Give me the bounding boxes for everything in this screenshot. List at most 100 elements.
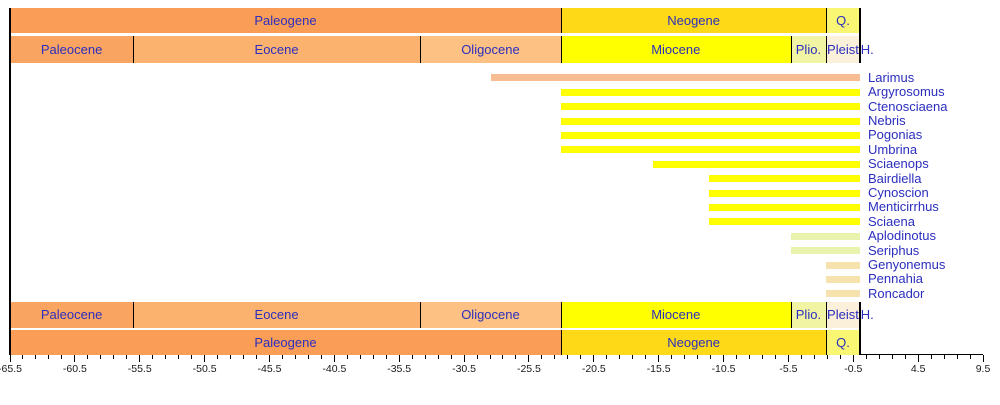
- taxon-range-bar-pogonias: [560, 131, 860, 140]
- axis-minor-tick: [619, 355, 621, 359]
- axis-tick-label: -50.5: [192, 363, 217, 375]
- axis-major-tick: [658, 355, 660, 362]
- axis-minor-tick: [346, 355, 348, 359]
- epoch-top-label-pleist[interactable]: Pleist: [827, 42, 859, 57]
- axis-major-tick: [9, 355, 11, 362]
- taxon-label-larimus[interactable]: Larimus: [868, 69, 915, 85]
- period-top-label-q[interactable]: Q.: [836, 13, 850, 28]
- axis-tick-label: -25.5: [516, 363, 541, 375]
- period-bottom-label-q[interactable]: Q.: [836, 335, 850, 350]
- taxon-range-bar-cynoscion: [708, 189, 860, 197]
- axis-minor-tick: [645, 355, 647, 359]
- period-top-box-paleogene: [10, 8, 561, 33]
- taxon-range-bar-seriphus: [790, 247, 860, 255]
- epoch-top-label-paleocene[interactable]: Paleocene: [40, 42, 103, 57]
- epoch-bottom-box-miocene: [560, 302, 791, 328]
- axis-minor-tick: [930, 355, 932, 359]
- epoch-bottom-box-eocene: [133, 302, 420, 328]
- axis-minor-tick: [697, 355, 699, 359]
- axis-tick-label: -30.5: [452, 363, 477, 375]
- axis-tick-label: -0.5: [844, 363, 863, 375]
- taxon-label-aplodinotus[interactable]: Aplodinotus: [868, 228, 936, 244]
- axis-minor-tick: [969, 355, 971, 359]
- epoch-bottom-box-pleist: [826, 302, 860, 328]
- epoch-bottom-label-pleist[interactable]: Pleist: [827, 307, 859, 322]
- axis-major-tick: [917, 355, 919, 362]
- taxon-range-bar-larimus: [491, 74, 860, 82]
- axis-minor-tick: [943, 355, 945, 359]
- epoch-top-label-h[interactable]: H.: [860, 42, 874, 57]
- taxon-range-bar-sciaenops: [652, 160, 860, 168]
- axis-minor-tick: [761, 355, 763, 359]
- epoch-top-label-oligocene[interactable]: Oligocene: [461, 42, 520, 57]
- epoch-bottom-label-eocene[interactable]: Eocene: [254, 307, 299, 322]
- axis-minor-tick: [736, 355, 737, 359]
- taxon-label-pennahia[interactable]: Pennahia: [868, 271, 923, 287]
- epoch-bottom-label-oligocene[interactable]: Oligocene: [461, 307, 520, 322]
- taxon-label-nebris[interactable]: Nebris: [868, 112, 906, 128]
- epoch-top-label-eocene[interactable]: Eocene: [254, 42, 299, 57]
- taxon-range-bar-menticirrhus: [708, 203, 860, 212]
- taxon-label-sciaena[interactable]: Sciaena: [868, 213, 915, 229]
- axis-major-tick: [528, 355, 530, 362]
- taxon-label-argyrosomus[interactable]: Argyrosomus: [868, 84, 945, 100]
- axis-minor-tick: [502, 355, 504, 359]
- axis-minor-tick: [800, 355, 802, 359]
- taxon-range-bar-aplodinotus: [790, 232, 860, 240]
- taxon-range-bar-bairdiella: [708, 175, 860, 183]
- period-bottom-label-neogene[interactable]: Neogene: [667, 335, 720, 350]
- axis-minor-tick: [230, 355, 232, 359]
- taxon-label-menticirrhus[interactable]: Menticirrhus: [868, 199, 939, 215]
- axis-tick-label: -15.5: [646, 363, 671, 375]
- axis-major-tick: [74, 355, 76, 362]
- taxon-label-sciaenops[interactable]: Sciaenops: [868, 156, 929, 172]
- period-top-label-neogene[interactable]: Neogene: [667, 13, 720, 28]
- taxon-label-cynoscion[interactable]: Cynoscion: [868, 184, 929, 200]
- axis-minor-tick: [541, 355, 543, 359]
- taxon-range-bar-pennahia: [826, 275, 860, 284]
- period-bottom-label-paleogene[interactable]: Paleogene: [254, 335, 317, 350]
- epoch-top-box-eocene: [133, 36, 420, 63]
- taxon-label-seriphus[interactable]: Seriphus: [868, 242, 920, 258]
- epoch-top-box-oligocene: [419, 36, 561, 63]
- axis-minor-tick: [178, 355, 180, 359]
- axis-major-tick: [398, 355, 400, 362]
- axis-major-tick: [204, 355, 206, 362]
- axis-minor-tick: [476, 355, 478, 359]
- epoch-bottom-box-plio: [790, 302, 827, 328]
- taxon-label-genyonemus[interactable]: Genyonemus: [868, 256, 946, 272]
- axis-tick-label: -65.5: [0, 363, 22, 375]
- taxon-label-bairdiella[interactable]: Bairdiella: [868, 170, 922, 186]
- present-day-line-bottom: [859, 302, 861, 355]
- taxon-label-umbrina[interactable]: Umbrina: [868, 141, 918, 157]
- axis-tick-label: 9.5: [975, 363, 991, 375]
- epoch-bottom-label-h[interactable]: H.: [860, 307, 874, 322]
- epoch-bottom-label-paleocene[interactable]: Paleocene: [40, 307, 103, 322]
- epoch-top-box-miocene: [560, 36, 791, 63]
- axis-minor-tick: [684, 355, 686, 359]
- taxon-label-ctenosciaena[interactable]: Ctenosciaena: [868, 98, 948, 114]
- axis-minor-tick: [320, 355, 322, 359]
- axis-minor-tick: [437, 355, 439, 359]
- axis-tick-label: -60.5: [62, 363, 87, 375]
- epoch-bottom-label-miocene[interactable]: Miocene: [651, 307, 701, 322]
- epoch-top-label-plio[interactable]: Plio.: [795, 42, 822, 57]
- axis-minor-tick: [450, 355, 452, 359]
- taxon-range-bar-genyonemus: [826, 261, 860, 269]
- axis-minor-tick: [632, 355, 634, 359]
- axis-minor-tick: [826, 355, 828, 359]
- taxon-label-pogonias[interactable]: Pogonias: [868, 127, 923, 143]
- axis-major-tick: [787, 355, 789, 362]
- period-top-label-paleogene[interactable]: Paleogene: [254, 13, 317, 28]
- axis-minor-tick: [87, 355, 89, 359]
- epoch-bottom-label-plio[interactable]: Plio.: [795, 307, 822, 322]
- axis-minor-tick: [891, 355, 893, 359]
- axis-baseline: [859, 353, 984, 355]
- present-day-line-top: [859, 8, 861, 63]
- epoch-top-box-plio: [790, 36, 827, 63]
- taxon-range-bar-umbrina: [560, 146, 860, 154]
- axis-minor-tick: [126, 355, 128, 359]
- epoch-top-label-miocene[interactable]: Miocene: [651, 42, 701, 57]
- taxon-label-roncador[interactable]: Roncador: [868, 285, 925, 301]
